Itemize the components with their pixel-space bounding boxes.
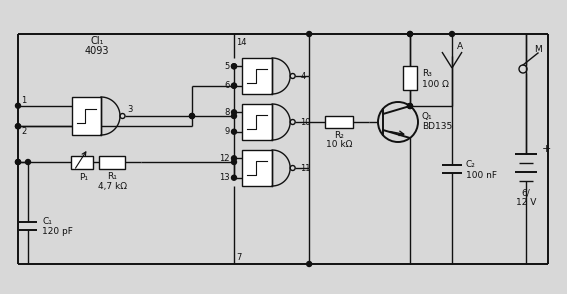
Text: 9: 9 (225, 127, 230, 136)
Circle shape (408, 103, 413, 108)
Text: 2: 2 (22, 127, 27, 136)
Circle shape (15, 160, 20, 165)
Circle shape (15, 124, 20, 129)
Bar (242, 104, 272, 140)
Text: 11: 11 (300, 163, 311, 173)
Text: M: M (534, 44, 541, 54)
Text: 4: 4 (300, 71, 306, 81)
Circle shape (231, 110, 236, 115)
Circle shape (26, 160, 31, 165)
Text: 12: 12 (219, 154, 230, 163)
Text: 120 pF: 120 pF (42, 228, 73, 236)
Circle shape (231, 156, 236, 161)
Circle shape (307, 261, 312, 266)
Text: 4,7 kΩ: 4,7 kΩ (98, 181, 126, 191)
Circle shape (307, 31, 312, 36)
Text: 3: 3 (128, 104, 133, 113)
Circle shape (231, 83, 236, 88)
Text: Q₁: Q₁ (422, 111, 433, 121)
Bar (72, 97, 101, 135)
Circle shape (189, 113, 194, 118)
Circle shape (231, 129, 236, 134)
Text: P₁: P₁ (79, 173, 88, 182)
Text: BD135: BD135 (422, 121, 452, 131)
Text: 7: 7 (236, 253, 242, 261)
Text: R₃: R₃ (422, 69, 432, 78)
Circle shape (408, 31, 413, 36)
Text: 14: 14 (236, 38, 247, 46)
Text: 4093: 4093 (84, 46, 109, 56)
Bar (242, 58, 272, 94)
Text: R₁: R₁ (107, 171, 117, 181)
Bar (71, 156, 93, 168)
Circle shape (15, 160, 20, 165)
Text: A: A (457, 41, 463, 51)
Circle shape (15, 124, 20, 129)
Circle shape (231, 64, 236, 69)
Text: 5: 5 (225, 62, 230, 71)
Text: CI₁: CI₁ (90, 36, 104, 46)
Text: +: + (542, 143, 551, 153)
Circle shape (450, 31, 455, 36)
Text: C₁: C₁ (42, 216, 52, 225)
Circle shape (408, 31, 413, 36)
Text: 10 kΩ: 10 kΩ (326, 139, 352, 148)
Text: 1: 1 (22, 96, 27, 105)
Bar (99, 156, 125, 168)
Text: 12 V: 12 V (516, 198, 536, 207)
Bar (325, 116, 353, 128)
Circle shape (231, 83, 236, 88)
Text: 8: 8 (225, 108, 230, 117)
Text: 100 Ω: 100 Ω (422, 79, 449, 88)
Circle shape (15, 103, 20, 108)
Text: 100 nF: 100 nF (466, 171, 497, 180)
Text: 6/: 6/ (522, 188, 530, 197)
Circle shape (231, 113, 236, 118)
Bar (403, 66, 417, 90)
Circle shape (231, 160, 236, 165)
Text: C₂: C₂ (466, 160, 476, 168)
Text: 13: 13 (219, 173, 230, 182)
Circle shape (231, 64, 236, 69)
Text: R₂: R₂ (334, 131, 344, 139)
Circle shape (408, 103, 413, 108)
Circle shape (231, 175, 236, 180)
Text: 6: 6 (225, 81, 230, 90)
Text: 10: 10 (300, 118, 311, 126)
Circle shape (189, 113, 194, 118)
Bar (242, 150, 272, 186)
